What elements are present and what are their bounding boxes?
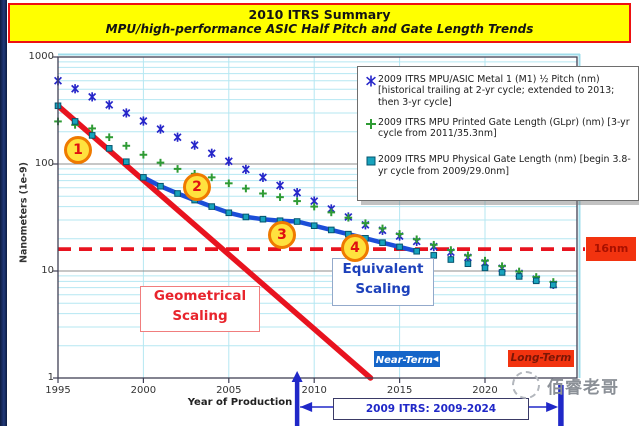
legend-item-printed-gate: 2009 ITRS MPU Printed Gate Length (GLpr)… [365, 117, 633, 140]
long-term-tag: Long-Term [508, 350, 574, 367]
step-circle-3: 3 [268, 221, 296, 249]
watermark-logo-icon [512, 371, 540, 399]
equivalent-scaling-label: Equivalent Scaling [332, 258, 434, 306]
legend-item-physical-gate: 2009 ITRS MPU Physical Gate Length (nm) … [365, 154, 633, 177]
page-title: 2010 ITRS Summary [248, 7, 391, 22]
x-tick-label: 1995 [45, 385, 71, 396]
watermark: 佰睿老哥 [512, 371, 619, 399]
series-physical-gate-length [54, 102, 557, 289]
y-tick-label: 1000 [28, 51, 54, 62]
y-tick-label: 100 [34, 158, 54, 169]
teal-square-marker-icon [365, 155, 378, 170]
x-tick-label: 2015 [386, 385, 413, 396]
page-subtitle: MPU/high-performance ASIC Half Pitch and… [105, 22, 534, 36]
blue-star-marker-icon [365, 75, 378, 90]
chart-legend: 2009 ITRS MPU/ASIC Metal 1 (M1) ½ Pitch … [357, 66, 639, 201]
near-term-tag: Near-Term◀ [374, 351, 440, 367]
x-tick-label: 2005 [216, 385, 242, 396]
timeline-range-label: 2009 ITRS: 2009-2024 [333, 398, 529, 420]
x-axis-title: Year of Production [187, 397, 293, 408]
16nm-reference-tag: 16nm [586, 237, 636, 261]
timeline-up-arrow [291, 371, 303, 382]
x-tick-label: 2020 [472, 385, 498, 396]
axis-ticks [53, 56, 486, 383]
step-circle-2: 2 [183, 173, 211, 201]
step-circle-1: 1 [64, 136, 92, 164]
plot-frame [57, 56, 578, 379]
step-circle-4: 4 [341, 234, 369, 262]
title-banner: 2010 ITRS Summary MPU/high-performance A… [8, 3, 631, 43]
legend-item-label: 2009 ITRS MPU Physical Gate Length (nm) … [378, 154, 631, 177]
near-term-arrow-icon: ◀ [432, 355, 439, 363]
legend-item-label: 2009 ITRS MPU/ASIC Metal 1 (M1) ½ Pitch … [378, 74, 615, 108]
series-printed-gate-length [54, 117, 558, 286]
timeline-end-bar [558, 385, 564, 426]
x-tick-label: 2000 [130, 385, 157, 396]
green-plus-marker-icon [365, 118, 378, 133]
geometrical-scaling-label: Geometrical Scaling [140, 286, 260, 332]
legend-item-half-pitch: 2009 ITRS MPU/ASIC Metal 1 (M1) ½ Pitch … [365, 74, 633, 108]
y-tick-label: 1 [47, 372, 54, 383]
slide-edge-strip [0, 0, 7, 426]
legend-item-label: 2009 ITRS MPU Printed Gate Length (GLpr)… [378, 116, 630, 140]
y-tick-label: 10 [41, 265, 54, 276]
x-tick-label: 2010 [301, 385, 327, 396]
